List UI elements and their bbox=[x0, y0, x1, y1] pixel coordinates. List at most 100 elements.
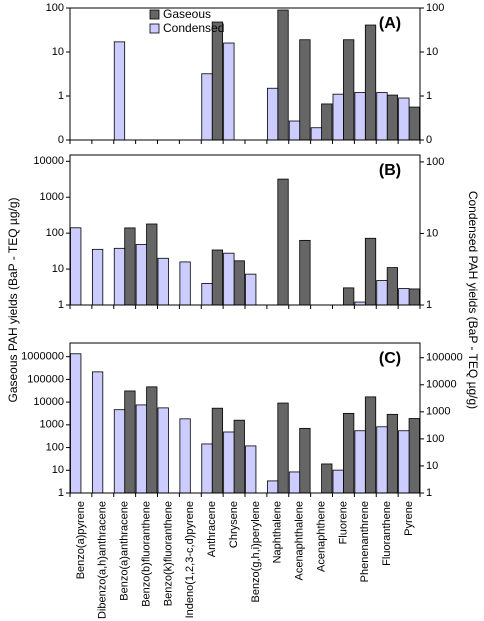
category-label: Naphthalene bbox=[272, 501, 284, 563]
right-tick-label: 10 bbox=[426, 46, 438, 58]
bar bbox=[223, 252, 235, 306]
left-tick-label: 10 bbox=[52, 46, 64, 58]
bar bbox=[408, 418, 420, 494]
right-tick-label: 10 bbox=[426, 227, 438, 239]
bar bbox=[408, 288, 420, 306]
category-label: Phenenanthrene bbox=[359, 501, 371, 582]
left-tick-label: 1 bbox=[58, 299, 64, 311]
bar bbox=[266, 87, 279, 141]
bar bbox=[288, 120, 301, 141]
bar bbox=[376, 92, 388, 141]
left-tick-label: 100 bbox=[46, 441, 64, 453]
bar bbox=[211, 249, 224, 306]
category-label: Chrysene bbox=[228, 501, 240, 548]
left-tick-label: 10 bbox=[52, 263, 64, 275]
bar bbox=[223, 431, 235, 494]
category-label: Indeno(1,2,3-c,d)pyrene bbox=[184, 501, 196, 618]
bar bbox=[223, 42, 235, 141]
bar bbox=[135, 404, 147, 494]
left-tick-label: 10000 bbox=[33, 155, 64, 167]
left-tick-label: 10000 bbox=[33, 396, 64, 408]
category-label: Acenaphthalene bbox=[294, 501, 306, 581]
bar bbox=[233, 260, 245, 306]
bar bbox=[364, 237, 377, 306]
bar bbox=[386, 94, 399, 141]
panel-label: (B) bbox=[379, 162, 401, 179]
bar bbox=[310, 127, 322, 141]
bar bbox=[266, 480, 279, 494]
left-tick-label: 1000000 bbox=[21, 351, 64, 363]
legend-swatch bbox=[149, 9, 160, 20]
right-tick-label: 100000 bbox=[426, 352, 463, 364]
right-tick-label: 100 bbox=[426, 156, 444, 168]
y-axis-title: Gaseous PAH yields (BaP - TEQ µg/g) bbox=[6, 198, 20, 403]
category-label: Anthracene bbox=[206, 501, 218, 557]
right-tick-label: 100 bbox=[426, 2, 444, 14]
bar bbox=[398, 430, 410, 494]
category-label: Pyrene bbox=[403, 501, 415, 536]
right-tick-label: 10000 bbox=[426, 379, 457, 391]
bar bbox=[332, 469, 344, 494]
bar bbox=[343, 39, 355, 141]
bar bbox=[277, 9, 289, 141]
bar bbox=[113, 41, 126, 141]
panel-label: (C) bbox=[379, 350, 401, 367]
right-tick-label: 0 bbox=[426, 134, 432, 146]
left-tick-label: 10 bbox=[52, 464, 64, 476]
legend-label: Condensed bbox=[163, 21, 224, 35]
bar bbox=[343, 287, 355, 306]
category-label: Benzo(g,h,i)perylene bbox=[250, 501, 262, 603]
panel-label: (A) bbox=[379, 15, 401, 32]
bar bbox=[201, 73, 213, 141]
bar bbox=[299, 39, 311, 141]
bar bbox=[211, 21, 224, 141]
right-tick-label: 1 bbox=[426, 299, 432, 311]
bar bbox=[408, 106, 420, 141]
bar bbox=[354, 92, 366, 141]
y2-axis-title: Condensed PAH yields (BaP - TEQ µg/g) bbox=[466, 191, 480, 409]
bar bbox=[146, 223, 158, 306]
bar bbox=[321, 463, 333, 494]
bar bbox=[179, 418, 191, 494]
bar bbox=[113, 247, 126, 306]
left-tick-label: 0 bbox=[58, 134, 64, 146]
right-tick-label: 1 bbox=[426, 487, 432, 499]
bar bbox=[332, 93, 344, 141]
right-tick-label: 1 bbox=[426, 90, 432, 102]
bar bbox=[124, 390, 136, 494]
bar bbox=[343, 412, 355, 494]
bar bbox=[245, 445, 257, 494]
bar bbox=[299, 239, 311, 306]
category-label: Benzo(a)pyrene bbox=[75, 501, 87, 579]
left-tick-label: 1 bbox=[58, 487, 64, 499]
left-tick-label: 1 bbox=[58, 90, 64, 102]
bar bbox=[124, 227, 136, 306]
bar bbox=[201, 283, 213, 306]
right-tick-label: 100 bbox=[426, 433, 444, 445]
bar bbox=[277, 402, 289, 494]
bar bbox=[299, 427, 311, 494]
bar bbox=[113, 409, 126, 494]
bar bbox=[211, 407, 224, 494]
left-tick-label: 100 bbox=[46, 2, 64, 14]
category-label: Benzo(b)fluoranthene bbox=[140, 501, 152, 607]
bar bbox=[157, 407, 169, 494]
bar bbox=[245, 273, 257, 306]
bar bbox=[91, 248, 104, 306]
left-tick-label: 1000 bbox=[40, 191, 64, 203]
bar bbox=[277, 178, 289, 306]
bar bbox=[386, 413, 399, 494]
bar bbox=[376, 280, 388, 306]
bar bbox=[364, 396, 377, 494]
left-tick-label: 100000 bbox=[27, 373, 64, 385]
bar bbox=[91, 371, 104, 494]
bar bbox=[398, 97, 410, 141]
legend-label: Gaseous bbox=[163, 7, 211, 21]
bar bbox=[354, 430, 366, 494]
bar bbox=[70, 353, 82, 494]
category-label: Fluoranthene bbox=[381, 501, 393, 566]
bar bbox=[386, 267, 399, 306]
left-tick-label: 100 bbox=[46, 227, 64, 239]
